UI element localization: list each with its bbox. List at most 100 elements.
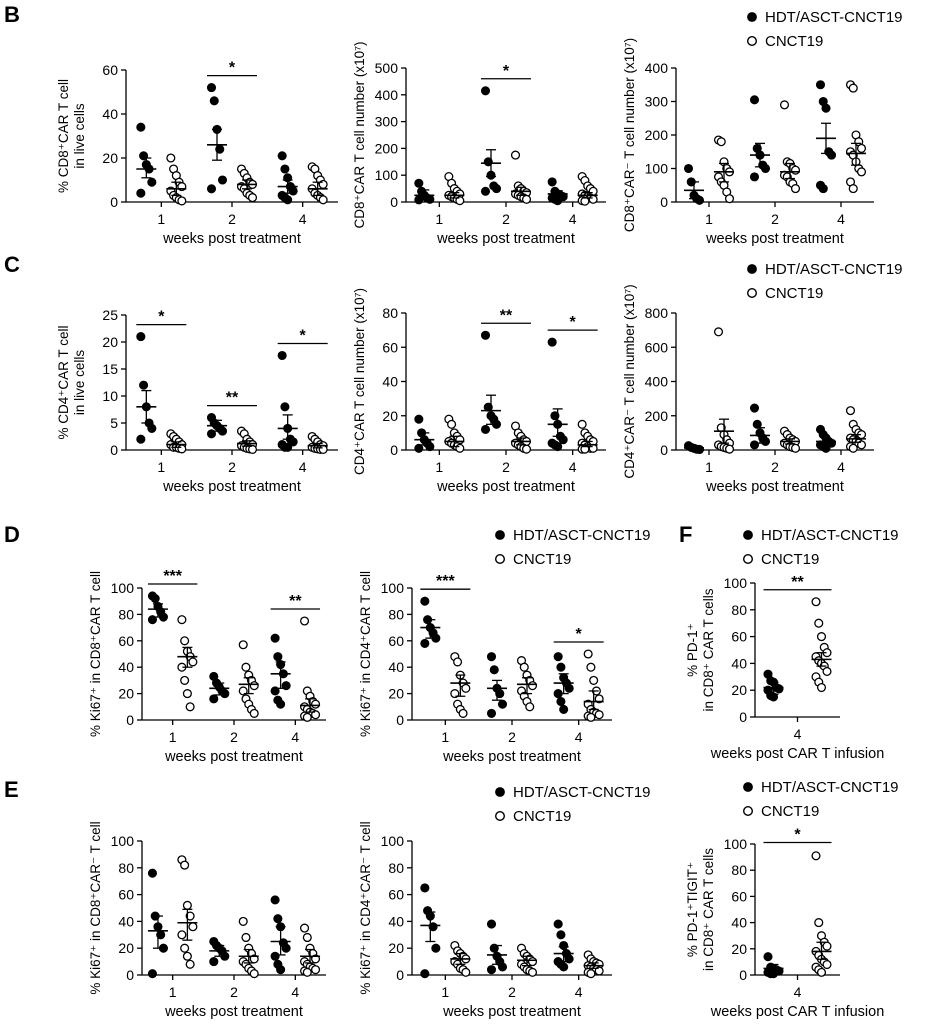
data-point <box>814 618 824 628</box>
y-tick-label: 300 <box>375 114 399 130</box>
data-point <box>779 100 790 110</box>
data-point <box>816 632 827 642</box>
x-tick-label: 1 <box>157 459 165 475</box>
data-point <box>420 883 430 893</box>
y-tick-label: 0 <box>110 442 118 458</box>
data-point <box>431 943 441 953</box>
data-point <box>822 666 832 676</box>
y-axis-label: CD4⁺CAR T cell number (x10⁷) <box>352 288 367 475</box>
data-point <box>270 686 280 696</box>
data-point <box>185 702 195 712</box>
series-hdt-asct-cnct19 <box>136 332 298 452</box>
data-point <box>760 163 771 174</box>
y-tick-label: 500 <box>375 60 399 76</box>
data-point <box>521 444 532 454</box>
y-tick-label: 300 <box>645 94 669 110</box>
data-point <box>553 442 563 452</box>
y-tick-label: 100 <box>375 167 399 183</box>
significance-label: * <box>300 328 307 345</box>
y-tick-label: 10 <box>102 388 118 404</box>
x-tick-label: 1 <box>435 211 443 227</box>
x-axis-label: weeks post treatment <box>436 479 575 495</box>
x-tick-label: 1 <box>441 729 449 745</box>
legend-c: HDT/ASCT-CNCT19 CNCT19 <box>747 261 903 302</box>
data-point <box>716 137 726 147</box>
x-tick-label: 4 <box>794 726 802 742</box>
y-axis-label: in CD8⁺ CAR T cells <box>701 848 716 971</box>
y-tick-label: 80 <box>118 860 134 876</box>
data-point <box>856 143 867 153</box>
x-tick-label: 2 <box>230 984 238 1000</box>
y-axis-label: % Ki67⁺ in CD8⁺CAR⁻ T cell <box>88 821 103 994</box>
data-point <box>182 689 192 699</box>
significance-label: * <box>570 314 577 331</box>
series-cnct19 <box>811 851 832 977</box>
chart-f2: 0 20 40 60 80 100 4 weeks post CAR T infusion % … <box>685 826 884 1020</box>
x-tick-label: 1 <box>705 459 713 475</box>
y-tick-label: 40 <box>731 655 747 671</box>
legend-label-open: CNCT19 <box>513 808 571 825</box>
data-point <box>241 662 251 672</box>
data-point <box>206 429 217 439</box>
data-point <box>822 941 832 951</box>
data-point <box>136 434 146 444</box>
data-point <box>270 951 280 961</box>
data-point <box>461 683 471 693</box>
data-point <box>220 689 230 699</box>
data-point <box>486 965 497 975</box>
significance-label: * <box>794 826 801 843</box>
data-point <box>280 402 290 412</box>
data-point <box>425 442 435 452</box>
y-tick-label: 20 <box>388 686 404 702</box>
data-point <box>848 83 858 93</box>
series-cnct19 <box>444 150 598 206</box>
data-point <box>586 969 596 979</box>
data-point <box>577 419 587 429</box>
series-cnct19 <box>166 153 328 206</box>
data-point <box>420 638 430 648</box>
data-point <box>281 943 291 953</box>
y-axis-label: % CD8⁺CAR T cell <box>56 79 71 193</box>
significance-label: * <box>158 309 165 326</box>
x-tick-label: 4 <box>575 984 583 1000</box>
series-hdt-asct-cnct19 <box>763 669 784 702</box>
data-point <box>217 175 228 185</box>
data-point <box>311 699 321 709</box>
series-cnct19 <box>177 615 321 722</box>
legend-label-open: CNCT19 <box>513 551 571 568</box>
legend-marker-filled <box>743 782 753 792</box>
chart-b3: 0 100 200 300 400 1 2 4 weeks post treatment CD8⁺… <box>622 38 874 247</box>
y-tick-label: 80 <box>388 860 404 876</box>
data-point <box>177 196 187 206</box>
chart-e2: 0 20 40 60 80 100 1 2 4 weeks post treatment % Ki6… <box>358 821 612 1020</box>
y-tick-label: 20 <box>102 334 118 350</box>
y-tick-label: 0 <box>660 442 668 458</box>
data-point <box>811 597 821 607</box>
data-point <box>480 330 491 340</box>
legend-marker-filled <box>495 530 505 540</box>
series-hdt-asct-cnct19 <box>414 330 568 453</box>
data-point <box>814 918 824 928</box>
data-point <box>495 689 505 699</box>
data-point <box>276 699 286 709</box>
legend-f2: HDT/ASCT-CNCT19 CNCT19 <box>743 779 899 820</box>
x-tick-label: 4 <box>291 984 299 1000</box>
y-tick-label: 20 <box>118 686 134 702</box>
legend-marker-filled <box>495 787 505 797</box>
y-tick-label: 80 <box>388 606 404 622</box>
data-point <box>553 652 563 662</box>
y-tick-label: 80 <box>118 606 134 622</box>
legend-label-open: CNCT19 <box>761 551 819 568</box>
data-point <box>559 962 569 972</box>
data-point <box>147 615 157 625</box>
y-tick-label: 60 <box>118 887 134 903</box>
data-point <box>420 596 430 606</box>
data-point <box>188 657 198 667</box>
chart-c1: 0 5 10 15 20 25 1 2 4 weeks post treatment % CD4⁺C… <box>56 307 338 495</box>
data-point <box>177 930 187 940</box>
data-point <box>455 196 465 206</box>
data-point <box>455 443 465 453</box>
legend-label-filled: HDT/ASCT-CNCT19 <box>513 527 651 544</box>
x-tick-label: 1 <box>705 211 713 227</box>
data-point <box>249 969 259 979</box>
